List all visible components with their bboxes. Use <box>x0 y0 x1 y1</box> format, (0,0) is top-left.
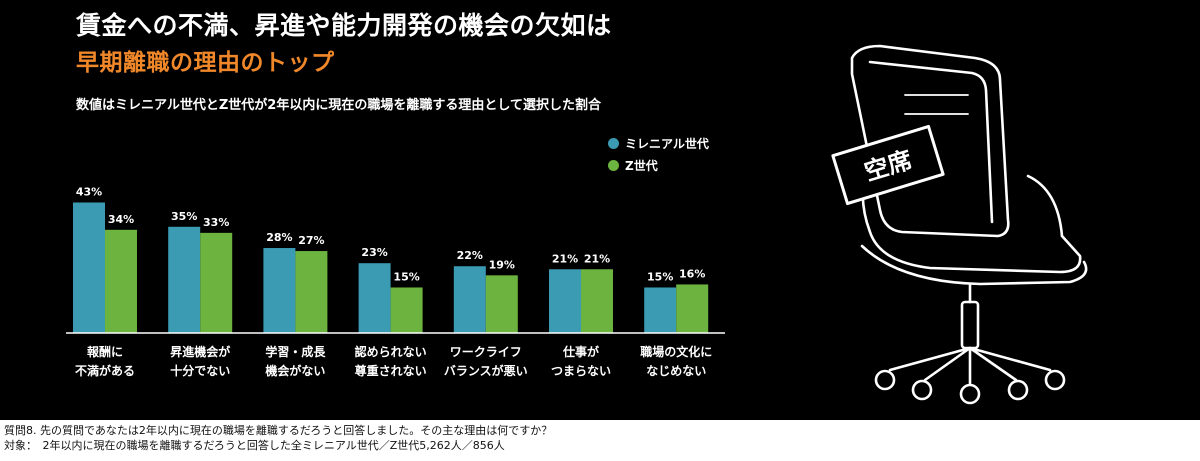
chair-seat <box>860 244 1088 286</box>
chair-caster <box>911 379 933 401</box>
footnote: 質問8. 先の質問であなたは2年以内に現在の職場を離職するだろうと回答しました。… <box>4 423 552 453</box>
title-line-2: 早期離職の理由のトップ <box>76 50 335 76</box>
data-label-genz-4: 19% <box>489 258 515 271</box>
category-label-4-line-0: ワークライフ <box>450 345 522 359</box>
legend-swatch-millennial <box>608 137 619 149</box>
chart-legend: ミレニアル世代 Z世代 <box>608 132 709 176</box>
category-label-1-line-0: 昇進機会が <box>170 344 230 359</box>
data-label-genz-5: 21% <box>584 252 610 265</box>
data-label-millennial-5: 21% <box>552 252 578 265</box>
bar-millennial-0 <box>73 202 105 333</box>
category-label-6-line-0: 職場の文化に <box>640 344 712 359</box>
chair-backrest <box>850 44 1010 238</box>
footnote-target: 対象： 2年以内に現在の職場を離職するだろうと回答した全ミレニアル世代／Z世代5… <box>4 439 505 452</box>
data-label-millennial-4: 22% <box>457 249 483 262</box>
category-label-5-line-1: つまらない <box>551 364 611 378</box>
title-line-1: 賃金への不満、昇進や能力開発の機会の欠如は <box>76 11 612 40</box>
chair-armrest <box>1026 174 1064 238</box>
data-label-millennial-0: 43% <box>76 185 102 198</box>
bar-millennial-3 <box>358 263 391 333</box>
bar-genz-6 <box>676 284 709 333</box>
infographic-panel: 賃金への不満、昇進や能力開発の機会の欠如は 早期離職の理由のトップ 数値はミレニ… <box>0 0 1200 420</box>
vacant-sign: 空席 <box>831 124 945 206</box>
office-chair-icon: 空席 <box>831 44 1088 405</box>
chair-armrest <box>861 168 1082 274</box>
category-label-0-line-1: 不満がある <box>75 363 135 378</box>
data-label-millennial-6: 15% <box>647 270 673 283</box>
bar-genz-2 <box>295 251 328 333</box>
data-label-genz-6: 16% <box>679 267 705 280</box>
data-label-millennial-2: 28% <box>266 231 292 244</box>
category-label-2-line-1: 機会がない <box>265 363 325 378</box>
subtitle: 数値はミレニアル世代とZ世代が2年以内に現在の職場を離職する理由として選択した割… <box>76 98 601 113</box>
bar-genz-0 <box>105 229 137 333</box>
chair-base <box>888 346 1052 386</box>
data-label-genz-0: 34% <box>108 213 134 226</box>
chair-backrest-inner <box>868 60 994 224</box>
bar-millennial-2 <box>263 248 296 333</box>
category-label-6-line-1: なじめない <box>646 364 706 378</box>
legend-label-genz: Z世代 <box>625 158 658 173</box>
category-label-2-line-0: 学習・成長 <box>265 344 326 359</box>
data-label-genz-3: 15% <box>393 270 419 283</box>
legend-item-millennial: ミレニアル世代 <box>608 132 709 154</box>
bar-millennial-5 <box>549 269 581 333</box>
bar-genz-5 <box>581 269 613 333</box>
bar-genz-4 <box>485 275 518 333</box>
category-label-5-line-0: 仕事が <box>562 344 599 359</box>
data-label-millennial-1: 35% <box>171 210 197 223</box>
footnote-question: 質問8. 先の質問であなたは2年以内に現在の職場を離職するだろうと回答しました。… <box>4 424 553 437</box>
data-label-genz-1: 33% <box>203 216 229 229</box>
chair-caster <box>1007 379 1029 401</box>
category-label-1-line-1: 十分でない <box>170 363 230 378</box>
chair-column <box>960 300 980 350</box>
legend-item-genz: Z世代 <box>608 154 709 176</box>
category-label-0-line-0: 報酬に <box>87 344 123 359</box>
bar-genz-1 <box>200 232 233 333</box>
bar-millennial-1 <box>168 226 201 333</box>
data-label-millennial-3: 23% <box>361 246 387 259</box>
bar-genz-3 <box>390 287 423 333</box>
legend-swatch-genz <box>608 159 619 171</box>
chair-caster <box>959 383 981 405</box>
category-label-4-line-1: バランスが悪い <box>444 363 528 378</box>
category-label-3-line-1: 尊重されない <box>355 363 427 378</box>
chair-caster <box>874 369 896 391</box>
bars-layer <box>73 202 709 333</box>
data-label-genz-2: 27% <box>298 234 324 247</box>
bar-millennial-4 <box>453 266 486 333</box>
chair-caster <box>1044 369 1066 391</box>
bar-millennial-6 <box>644 287 677 333</box>
legend-label-millennial: ミレニアル世代 <box>625 136 709 151</box>
category-label-3-line-0: 認められない <box>355 344 427 359</box>
